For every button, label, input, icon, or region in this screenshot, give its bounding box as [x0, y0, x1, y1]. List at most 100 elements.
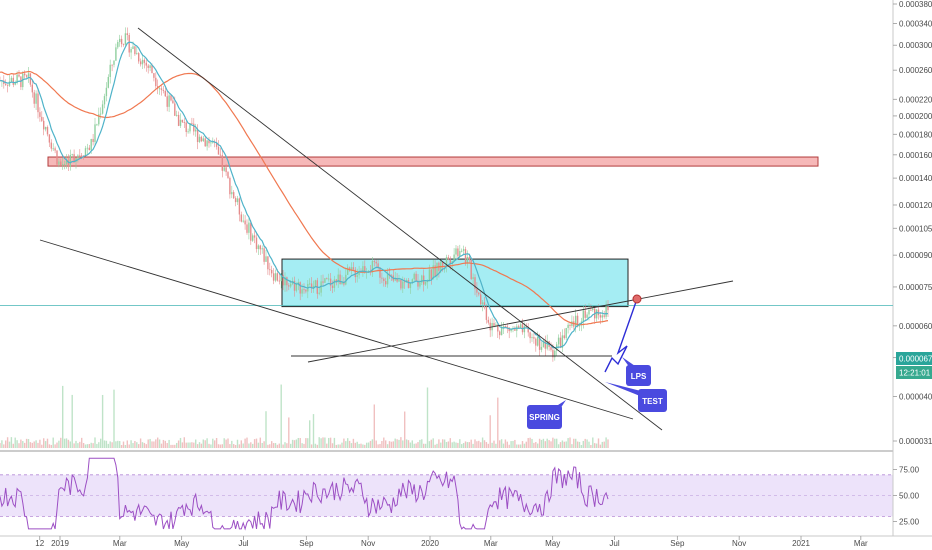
- candle-body: [276, 273, 279, 281]
- candle-body: [151, 65, 153, 74]
- volume-bar: [227, 438, 229, 448]
- volume-bar: [383, 437, 385, 448]
- volume-bar: [485, 442, 488, 448]
- candle-body: [301, 289, 303, 294]
- time-tick-label: Nov: [361, 539, 375, 548]
- target-point[interactable]: [632, 294, 642, 304]
- volume-bar: [166, 443, 168, 448]
- candle-body: [255, 237, 258, 250]
- time-tick-label: 2020: [421, 539, 439, 548]
- volume-bar: [41, 444, 43, 448]
- volume-bar: [405, 439, 408, 448]
- candle-body: [348, 267, 351, 271]
- candle-body: [39, 112, 41, 117]
- volume-bar: [595, 443, 598, 448]
- volume-bar: [320, 438, 322, 448]
- candle-body: [65, 160, 68, 165]
- candle-body: [489, 322, 491, 331]
- volume-bar: [288, 417, 290, 448]
- candle-body: [578, 324, 581, 327]
- volume-bar: [324, 437, 326, 448]
- trendline[interactable]: [307, 280, 734, 363]
- candle-body: [514, 327, 516, 331]
- candle-body: [240, 214, 242, 222]
- volume-bar: [295, 439, 298, 448]
- candle-body: [464, 249, 467, 263]
- trendline[interactable]: [39, 239, 634, 420]
- volume-bar: [202, 439, 204, 448]
- volume-bar: [331, 443, 334, 448]
- volume-bar: [246, 437, 248, 448]
- candle-body: [350, 267, 353, 271]
- volume-bar: [43, 438, 45, 448]
- candle-body: [584, 310, 586, 318]
- volume-bar: [559, 442, 562, 448]
- resistance-zone[interactable]: [47, 156, 819, 167]
- candle-body: [286, 277, 288, 286]
- volume-bar: [430, 439, 432, 448]
- volume-bar: [333, 437, 336, 448]
- candle-body: [52, 148, 54, 150]
- candle-body: [25, 75, 28, 77]
- volume-bar: [149, 438, 151, 448]
- candle-body: [590, 309, 592, 311]
- volume-bar: [301, 443, 303, 448]
- candle-body: [174, 103, 176, 116]
- candle-body: [417, 280, 419, 287]
- candle-body: [331, 285, 334, 288]
- volume-bar: [590, 444, 592, 448]
- volume-bar: [271, 441, 273, 448]
- callout-spring[interactable]: SPRING: [527, 400, 566, 429]
- candle-body: [90, 138, 92, 151]
- candle-body: [504, 326, 507, 327]
- candle-body: [236, 198, 239, 203]
- candle-body: [309, 283, 311, 285]
- candle-body: [377, 263, 379, 268]
- candle-body: [6, 84, 9, 86]
- candle-body: [132, 46, 134, 50]
- volume-bar: [44, 441, 47, 448]
- candle-body: [198, 136, 201, 143]
- candle-body: [130, 49, 132, 53]
- volume-bar: [538, 438, 541, 448]
- candle-body: [497, 324, 499, 332]
- rsi-axis[interactable]: 75.00 50.00 25.00: [893, 466, 920, 527]
- callout-spring-label: SPRING: [529, 413, 560, 422]
- candle-body: [177, 114, 180, 126]
- volume-bar: [278, 443, 280, 448]
- time-tick-label: Jul: [609, 539, 619, 548]
- candle-body: [396, 278, 398, 282]
- projection-path[interactable]: [604, 298, 638, 373]
- volume-bar: [544, 441, 546, 448]
- volume-bar: [24, 442, 26, 448]
- candle-body: [383, 278, 385, 282]
- candle-body: [567, 324, 569, 329]
- candle-body: [563, 335, 565, 339]
- volume-bar: [168, 439, 170, 448]
- candle-body: [354, 269, 356, 278]
- volume-bar: [371, 439, 374, 448]
- callout-lps[interactable]: LPS: [622, 357, 651, 386]
- callout-test[interactable]: TEST: [605, 382, 667, 412]
- candle-body: [124, 33, 127, 45]
- time-tick-label: May: [174, 539, 189, 548]
- volume-bar: [442, 439, 444, 448]
- candle-body: [447, 257, 450, 260]
- volume-bar: [284, 442, 286, 448]
- candle-body: [271, 269, 273, 274]
- time-axis[interactable]: 12 2019 Mar May Jul Sep Nov 2020 Mar May Jul Sep Nov…: [35, 536, 868, 548]
- trendline[interactable]: [137, 27, 663, 431]
- candle-body: [297, 282, 299, 284]
- volume-bar: [181, 442, 184, 448]
- candle-body: [428, 269, 431, 282]
- volume-bar: [381, 441, 383, 448]
- candle-body: [430, 269, 432, 280]
- volume-bar: [586, 439, 588, 448]
- candle-body: [415, 273, 417, 281]
- candle-body: [206, 140, 208, 147]
- trendlines[interactable]: [39, 27, 734, 431]
